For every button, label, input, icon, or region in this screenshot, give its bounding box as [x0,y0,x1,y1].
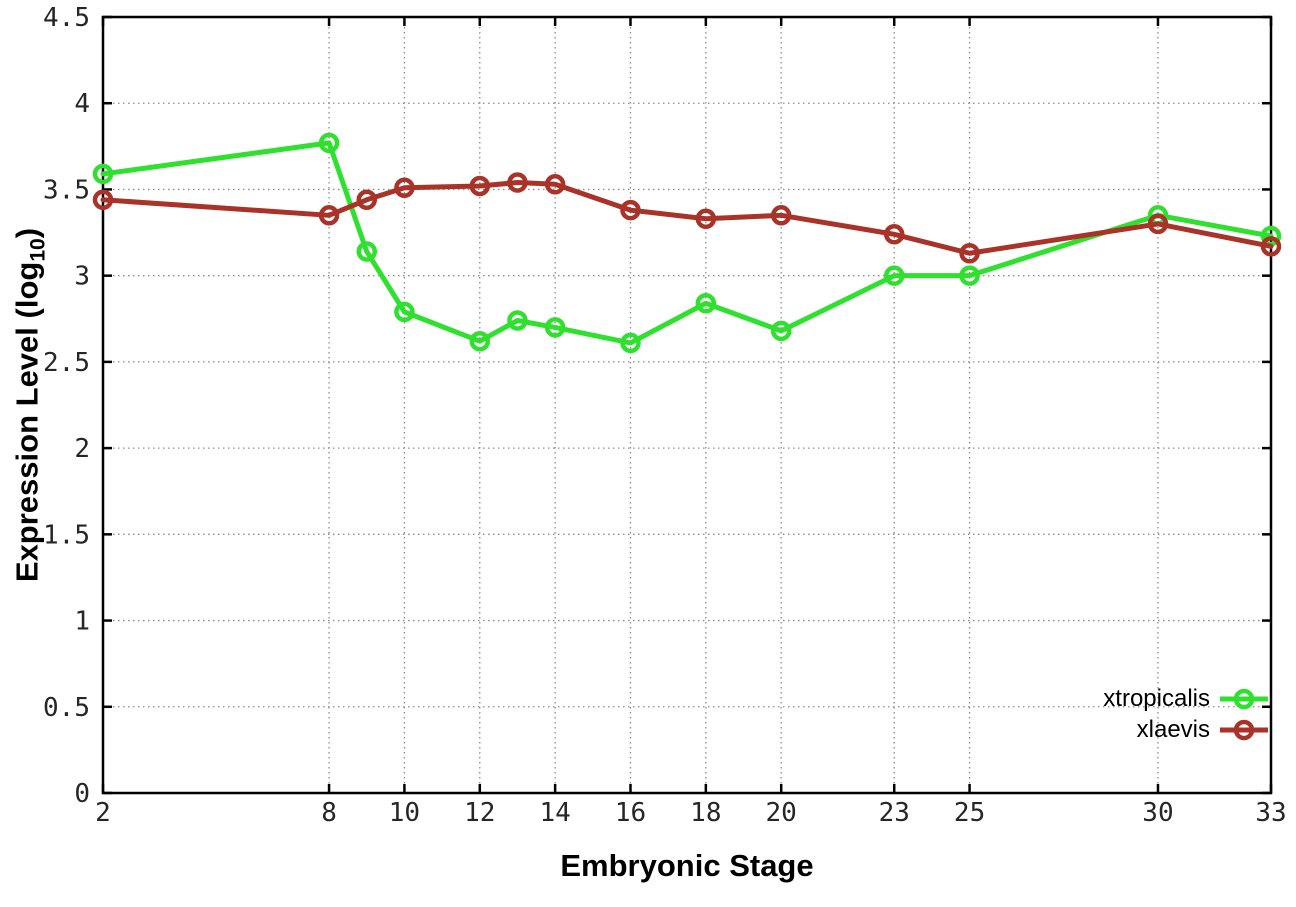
data-point-xlaevis [469,175,491,197]
x-tick-label: 10 [389,798,420,828]
plot-border [101,15,1273,795]
data-point-xtropicalis [318,132,340,154]
data-point-xlaevis [1260,236,1282,257]
y-tick-label: 4 [74,89,90,119]
x-tick-label: 23 [879,798,910,828]
data-point-xtropicalis [469,330,491,352]
x-tick-label: 18 [690,798,721,828]
data-point-xtropicalis [695,293,717,314]
y-tick-label: 0 [74,779,90,809]
x-tick-label: 2 [95,798,111,828]
y-axis-title-prefix: Expression Level (log [9,261,45,583]
y-tick-label: 2.5 [43,348,90,378]
y-tick-label: 1.5 [43,520,90,550]
data-point-xtropicalis [620,332,641,354]
legend-item-xtropicalis: xtropicalis [1103,684,1270,713]
legend-item-xlaevis: xlaevis [1103,715,1270,744]
data-point-xtropicalis [959,265,980,286]
y-tick-label: 3.5 [43,175,90,205]
y-tick-label: 4.5 [43,3,90,33]
y-axis-title: Expression Level (log10) [9,228,50,582]
data-point-xtropicalis [356,241,377,262]
y-tick-label: 2 [74,434,90,464]
data-point-xtropicalis [507,310,528,331]
x-tick-label: 12 [464,798,495,828]
x-tick-label: 30 [1142,798,1173,828]
data-point-xlaevis [770,205,792,226]
y-tick-label: 1 [74,607,90,637]
x-tick-label: 20 [766,798,797,828]
legend-label-xlaevis: xlaevis [1136,715,1210,743]
data-point-xlaevis [883,224,905,245]
data-point-xlaevis [92,189,114,211]
y-axis-title-subscript: 10 [26,238,50,262]
data-point-xlaevis [959,242,980,264]
legend-marker-xtropicalis [1220,688,1268,709]
data-point-xlaevis [318,205,340,226]
y-tick-label: 0.5 [43,693,90,723]
series-line-xlaevis [100,180,1274,256]
data-point-xtropicalis [544,317,566,338]
series-line-xtropicalis [100,140,1274,346]
legend-label-xtropicalis: xtropicalis [1103,684,1210,712]
x-tick-label: 33 [1255,798,1286,828]
data-point-xlaevis [544,174,566,195]
data-point-xtropicalis [770,320,792,342]
y-axis-title-suffix: ) [9,227,45,239]
x-tick-label: 14 [539,798,570,828]
legend: xtropicalis xlaevis [1103,684,1270,744]
data-point-xlaevis [356,189,377,211]
x-tick-label: 16 [615,798,646,828]
x-axis-title: Embryonic Stage [560,848,814,883]
data-point-xlaevis [394,177,415,198]
legend-marker-xlaevis [1220,719,1268,740]
y-tick-label: 3 [74,262,90,292]
data-point-xtropicalis [394,301,415,323]
x-tick-label: 25 [954,798,985,828]
x-tick-label: 8 [321,798,337,828]
data-point-xlaevis [620,199,641,221]
data-point-xtropicalis [92,163,114,185]
data-point-xlaevis [507,172,528,193]
data-point-xlaevis [1147,213,1169,235]
data-point-xlaevis [695,208,717,230]
data-point-xtropicalis [883,265,905,286]
